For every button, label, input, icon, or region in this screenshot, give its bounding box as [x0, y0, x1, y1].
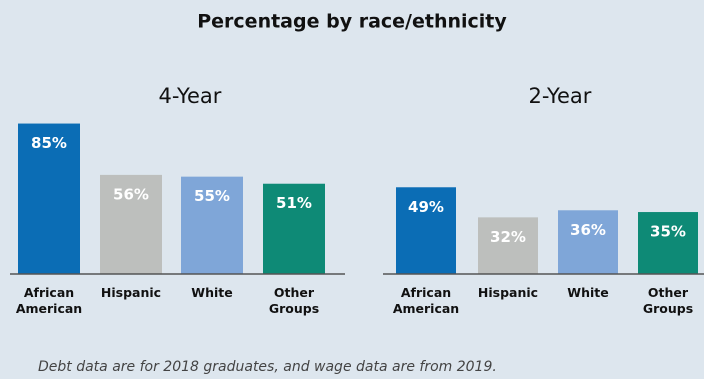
bar	[100, 174, 162, 274]
value-label: 56%	[113, 185, 149, 203]
x-tick-label: Other Groups	[269, 285, 319, 316]
bar	[638, 212, 698, 274]
value-label: 32%	[490, 228, 526, 246]
bar	[181, 176, 243, 274]
value-label: 36%	[570, 221, 606, 239]
bar	[478, 217, 538, 274]
x-tick-label: White	[567, 285, 608, 300]
subchart-title: 2-Year	[529, 84, 592, 108]
bar	[263, 183, 325, 274]
bar	[18, 123, 80, 274]
x-tick-label: White	[191, 285, 232, 300]
bar	[396, 187, 456, 274]
value-label: 35%	[650, 223, 686, 241]
value-label: 55%	[194, 187, 230, 205]
value-label: 85%	[31, 134, 67, 152]
x-tick-label: African American	[393, 285, 459, 316]
subchart-title: 4-Year	[159, 84, 222, 108]
bar	[558, 210, 618, 274]
x-tick-label: Other Groups	[643, 285, 693, 316]
x-tick-label: African American	[16, 285, 82, 316]
value-label: 51%	[276, 194, 312, 212]
chart-title: Percentage by race/ethnicity	[197, 11, 507, 33]
value-label: 49%	[408, 198, 444, 216]
x-tick-label: Hispanic	[478, 285, 538, 300]
x-tick-label: Hispanic	[101, 285, 161, 300]
footnote: Debt data are for 2018 graduates, and wa…	[38, 359, 497, 375]
